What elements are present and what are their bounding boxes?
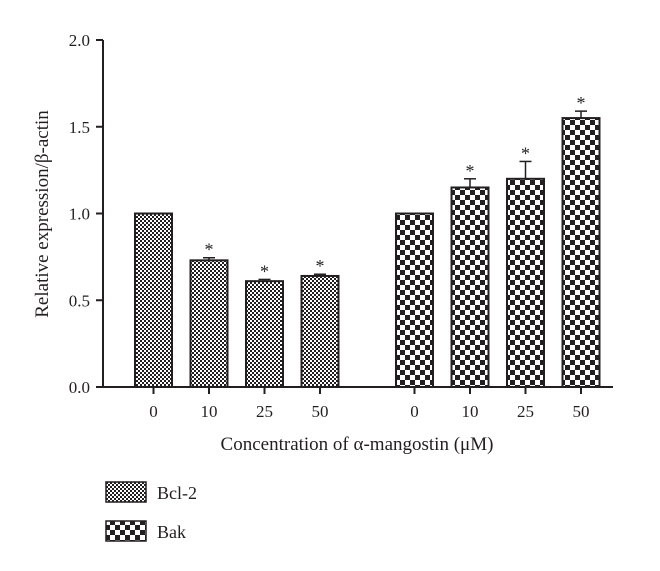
bar-bak-0 xyxy=(395,212,434,388)
legend-label-bak: Bak xyxy=(157,522,186,542)
x-tick-label: 10 xyxy=(201,402,218,421)
legend-swatch-bak xyxy=(105,520,147,542)
significance-marker: * xyxy=(260,261,269,281)
x-tick-label: 0 xyxy=(410,402,419,421)
bar-bak-50 xyxy=(561,117,601,388)
x-tick-label: 0 xyxy=(149,402,158,421)
bars: * * * * * * xyxy=(134,93,601,389)
bar-bcl2-10 xyxy=(189,259,229,388)
significance-marker: * xyxy=(577,93,586,113)
x-tick-label: 10 xyxy=(462,402,479,421)
x-tick-label: 25 xyxy=(256,402,273,421)
y-tick-label: 1.5 xyxy=(69,118,90,137)
significance-marker: * xyxy=(466,161,475,181)
bar-bak-10 xyxy=(450,186,490,388)
y-tick-label: 1.0 xyxy=(69,205,90,224)
legend-label-bcl2: Bcl-2 xyxy=(157,483,197,503)
x-tick-label: 25 xyxy=(517,402,534,421)
legend-swatch-bcl2 xyxy=(105,481,147,503)
bar-bcl2-25 xyxy=(245,280,284,389)
significance-marker: * xyxy=(205,240,214,260)
x-tick-label: 50 xyxy=(312,402,329,421)
x-axis-label: Concentration of α-mangostin (μM) xyxy=(221,434,494,455)
y-tick-label: 0.0 xyxy=(69,378,90,397)
bar-bcl2-0 xyxy=(134,212,173,388)
bar-bak-25 xyxy=(506,177,545,388)
x-ticks: 0 10 25 50 0 10 25 50 xyxy=(149,387,590,421)
legend: Bcl-2 Bak xyxy=(105,481,197,542)
x-tick-label: 50 xyxy=(573,402,590,421)
significance-marker: * xyxy=(521,143,530,163)
y-ticks: 0.0 0.5 1.0 1.5 2.0 xyxy=(69,31,103,397)
y-tick-label: 2.0 xyxy=(69,31,90,50)
y-axis-label: Relative expression/β-actin xyxy=(32,110,53,318)
bar-bcl2-50 xyxy=(300,274,340,388)
y-tick-label: 0.5 xyxy=(69,291,90,310)
significance-marker: * xyxy=(316,256,325,276)
